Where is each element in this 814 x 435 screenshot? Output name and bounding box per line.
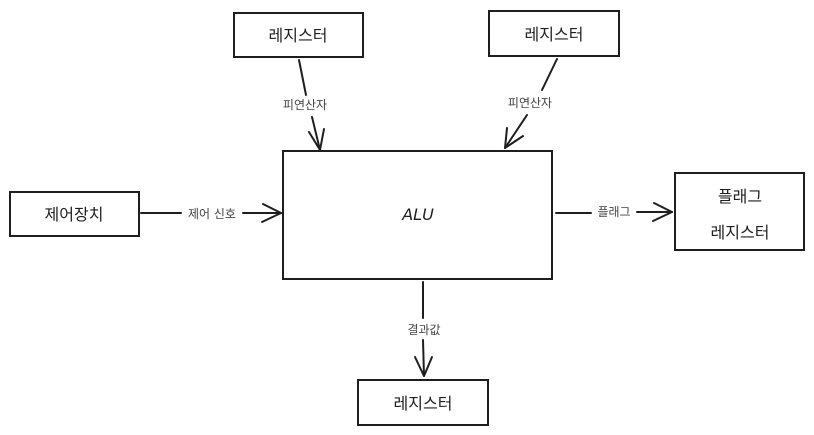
flag-register-label-line1: 플래그	[718, 187, 762, 206]
edge-operand-left: 피연산자	[283, 59, 327, 151]
control-unit-label: 제어장치	[45, 205, 104, 224]
edge-operand-right-line-a	[541, 58, 558, 91]
flag-register-node: 플래그 레지스터	[674, 172, 805, 251]
edge-flag: 플래그	[555, 202, 673, 222]
register-top-left-node: 레지스터	[233, 12, 364, 58]
control-unit-node: 제어장치	[9, 191, 140, 237]
edge-operand-left-line-b	[311, 116, 321, 151]
register-top-right-label: 레지스터	[525, 25, 584, 44]
edge-operand-right-line-b	[504, 114, 528, 149]
edge-control-signal-label: 제어 신호	[188, 207, 236, 221]
flag-register-label-line2: 레지스터	[711, 223, 770, 242]
edge-result: 결과값	[407, 281, 441, 377]
edge-operand-left-label: 피연산자	[283, 98, 327, 112]
edge-operand-left-arrowhead	[308, 128, 325, 151]
edge-result-arrowhead	[414, 356, 433, 377]
edge-operand-right-label: 피연산자	[508, 96, 552, 110]
edge-flag-label: 플래그	[597, 205, 630, 219]
alu-label: ALU	[401, 205, 434, 224]
register-bottom-node: 레지스터	[357, 379, 489, 426]
edge-operand-right: 피연산자	[504, 58, 558, 149]
edge-operand-right-arrowhead	[504, 127, 524, 149]
edge-control-signal: 제어 신호	[140, 203, 282, 223]
edge-result-label: 결과값	[407, 323, 440, 337]
register-top-left-label: 레지스터	[269, 26, 328, 45]
edge-result-line-b	[422, 339, 425, 377]
register-bottom-label: 레지스터	[394, 394, 453, 413]
alu-node: ALU	[282, 150, 553, 280]
edge-control-signal-arrowhead	[261, 203, 282, 223]
edge-flag-arrowhead	[652, 202, 673, 222]
register-top-right-node: 레지스터	[488, 10, 620, 57]
edge-operand-left-line-a	[298, 59, 307, 96]
